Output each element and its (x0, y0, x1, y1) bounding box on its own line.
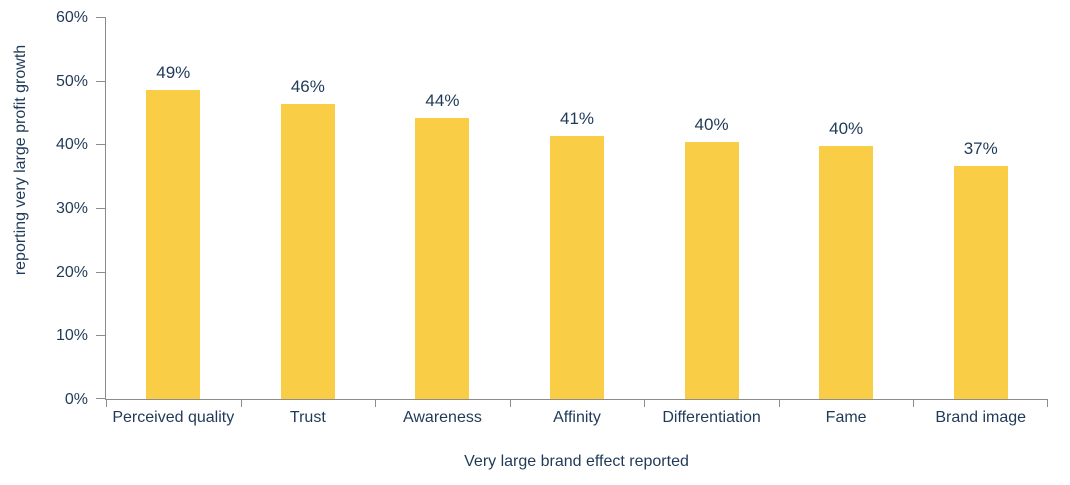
bar-value-label: 44% (425, 90, 460, 110)
y-tick-label: 50% (55, 72, 88, 90)
bar (146, 89, 201, 399)
plot-area: 0% 10% 20% 30% 40% 50% 60% 49% Perceived quality… (56, 9, 1048, 426)
x-axis-title: Very large brand effect reported (464, 453, 689, 470)
x-axis-tick (509, 399, 511, 407)
x-axis-tick (375, 399, 377, 407)
bar-value-label: 40% (694, 115, 729, 135)
x-axis-tick (778, 399, 780, 407)
bar (819, 146, 874, 399)
x-axis-tick (644, 399, 646, 407)
x-axis-tick (106, 399, 107, 407)
y-tick-label: 40% (55, 136, 88, 154)
x-tick-label: Trust (289, 409, 326, 426)
bar-value-label: 40% (829, 119, 864, 139)
bar-value-label: 49% (156, 62, 191, 82)
x-tick-label: Perceived quality (112, 409, 235, 426)
y-axis-tick (96, 335, 106, 337)
y-axis-tick (96, 80, 106, 82)
y-tick-label: 60% (55, 9, 88, 26)
y-axis-tick (96, 144, 106, 146)
x-axis-tick (913, 399, 915, 407)
y-tick-label: 20% (55, 263, 88, 281)
bar (280, 104, 335, 399)
y-axis-tick (96, 208, 106, 209)
bar-value-label: 37% (963, 138, 998, 158)
bar (415, 117, 470, 399)
y-axis-tick (96, 398, 106, 399)
y-axis-title: reporting very large profit growth (12, 44, 29, 276)
bar-value-label: 46% (290, 77, 325, 97)
x-axis-tick (240, 399, 242, 407)
bar (550, 136, 604, 399)
y-tick-label: 10% (55, 327, 88, 345)
x-axis-tick (1047, 399, 1048, 407)
x-tick-label: Affinity (553, 409, 601, 426)
x-tick-label: Fame (825, 409, 867, 426)
x-tick-label: Brand image (935, 409, 1027, 426)
x-tick-label: Differentiation (662, 409, 761, 426)
bar (953, 165, 1008, 399)
bar (684, 142, 739, 399)
y-axis-tick (96, 271, 106, 273)
y-axis-tick (96, 17, 106, 18)
bar-value-label: 41% (559, 109, 595, 129)
y-tick-label: 0% (64, 391, 88, 408)
y-tick-label: 30% (55, 200, 88, 217)
x-tick-label: Awareness (402, 409, 482, 426)
